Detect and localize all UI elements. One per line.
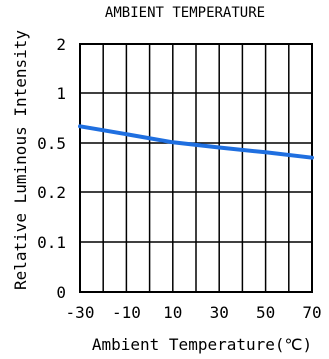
x-tick-label: 50 — [256, 303, 275, 322]
x-tick-label: -30 — [66, 303, 95, 322]
x-tick-label: 70 — [302, 303, 321, 322]
x-tick-labels: -30 -10 10 30 50 70 — [66, 303, 322, 322]
y-tick-labels: 0 0.1 0.2 0.5 1 2 — [37, 35, 66, 302]
y-tick-label: 0.2 — [37, 183, 66, 202]
x-tick-label: -10 — [112, 303, 141, 322]
y-tick-label: 0.1 — [37, 233, 66, 252]
y-axis-label: Relative Luminous Intensity — [11, 30, 30, 290]
x-tick-label: 10 — [163, 303, 182, 322]
series-layer — [78, 124, 314, 160]
y-tick-label: 1 — [56, 84, 66, 103]
series-line-0 — [78, 124, 314, 160]
grid — [80, 44, 312, 292]
x-tick-label: 30 — [210, 303, 229, 322]
y-tick-label: 2 — [56, 35, 66, 54]
x-axis-label: Ambient Temperature(℃) — [92, 335, 312, 354]
chart-title: AMBIENT TEMPERATURE — [105, 5, 265, 21]
y-tick-label: 0 — [56, 283, 66, 302]
y-tick-label: 0.5 — [37, 134, 66, 153]
plot-frame — [79, 43, 313, 293]
